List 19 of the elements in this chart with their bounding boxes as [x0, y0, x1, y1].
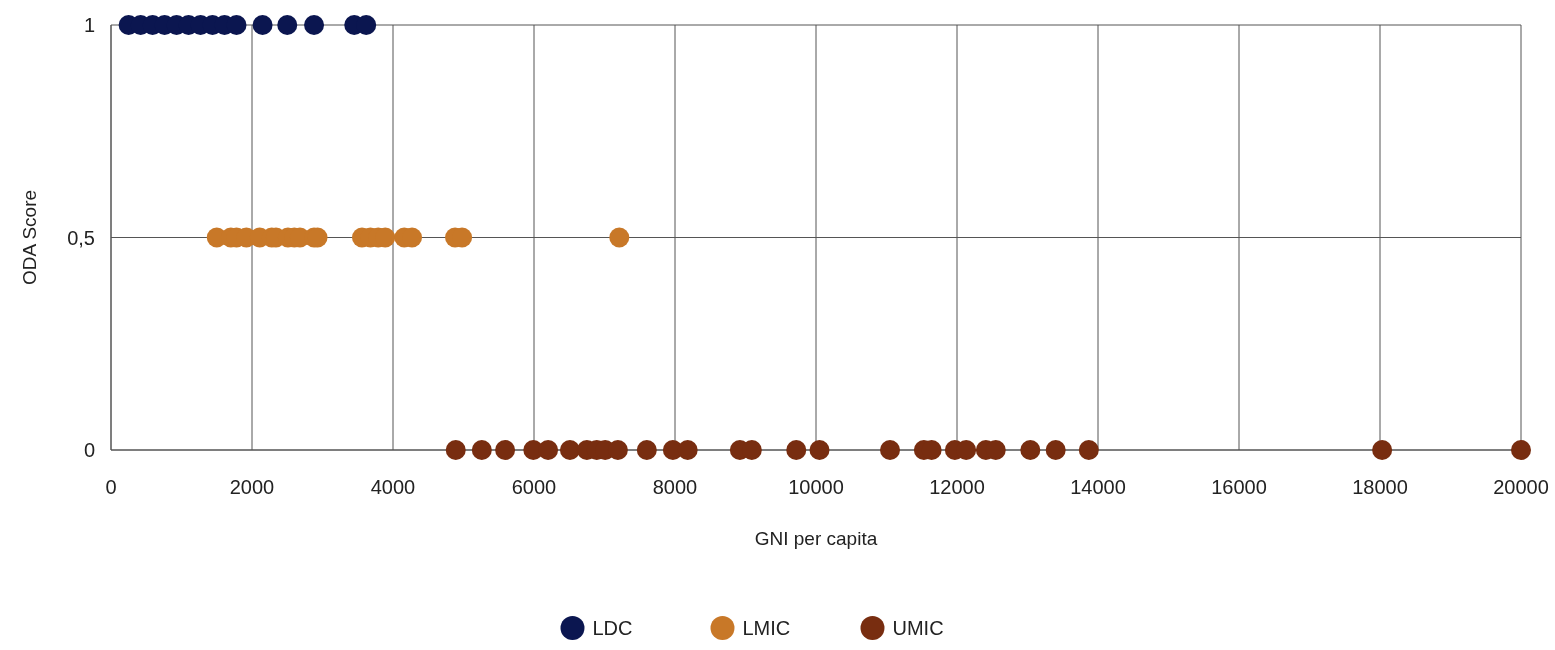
y-axis-title: ODA Score — [19, 189, 40, 286]
x-tick-label: 12000 — [929, 476, 985, 498]
x-tick-label: 16000 — [1211, 476, 1267, 498]
x-tick-label: 18000 — [1352, 476, 1408, 498]
y-tick-label: 1 — [83, 14, 95, 36]
x-tick-label: 2000 — [229, 476, 275, 498]
x-tick-label: 10000 — [788, 476, 844, 498]
legend-label: UMIC — [892, 617, 944, 639]
x-tick-label: 8000 — [652, 476, 698, 498]
legend-label: LDC — [592, 617, 633, 639]
x-tick-label: 4000 — [370, 476, 416, 498]
y-tick-label: 0 — [83, 439, 95, 461]
legend-label: LMIC — [742, 617, 791, 639]
x-tick-label: 0 — [105, 476, 117, 498]
x-tick-label: 20000 — [1493, 476, 1549, 498]
x-axis-title: GNI per capita — [754, 528, 878, 549]
x-tick-label: 14000 — [1070, 476, 1126, 498]
x-tick-label: 6000 — [511, 476, 557, 498]
y-tick-label: 0,5 — [67, 226, 95, 249]
